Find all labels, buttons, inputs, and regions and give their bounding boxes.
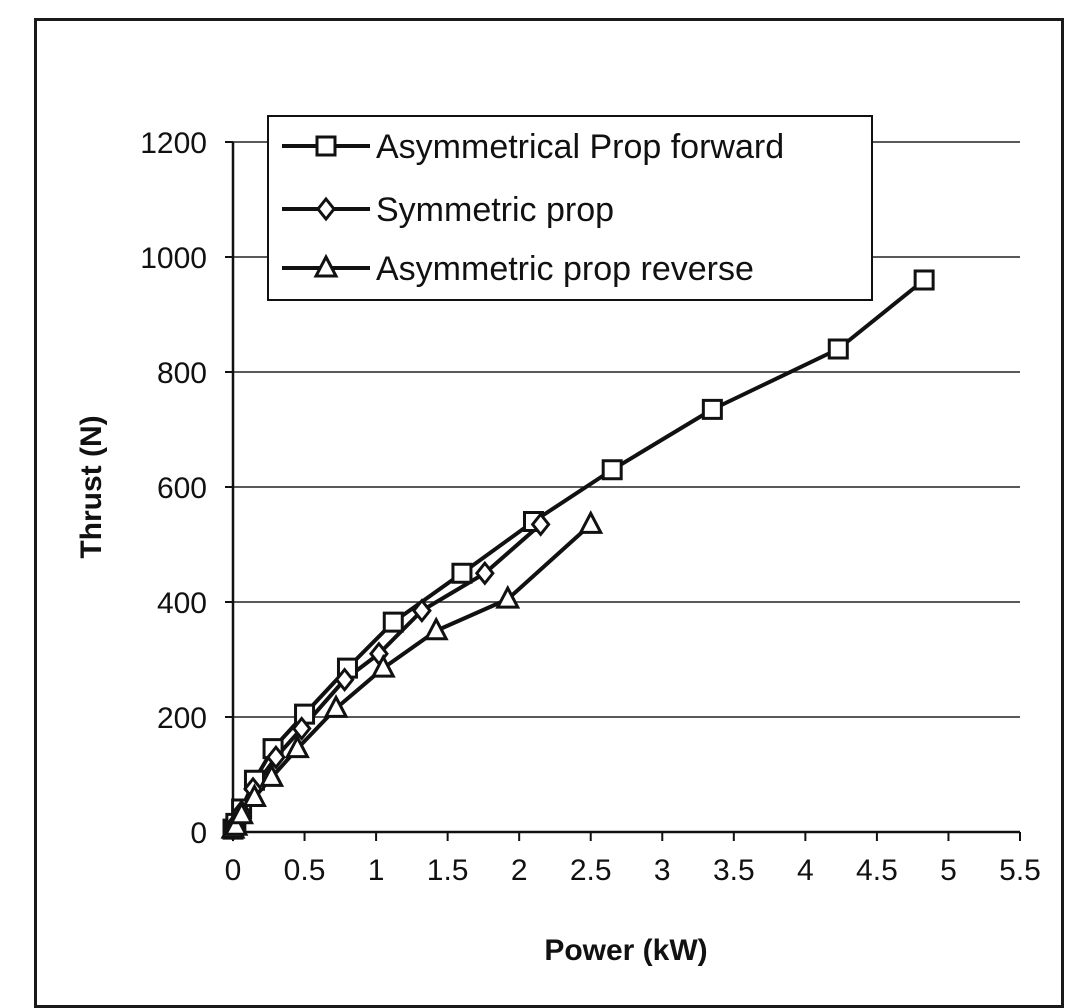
series-line-0 (231, 278, 926, 831)
y-tick-label: 1000 (140, 242, 207, 275)
legend-marker-diamond (316, 196, 336, 222)
x-tick-label: 4.5 (856, 854, 898, 887)
data-point-square (827, 338, 849, 360)
data-point-triangle (423, 616, 449, 641)
x-tick-labels: 0 0.5 1 1.5 2 2.5 3 3.5 4 4.5 5 5.5 (225, 854, 1041, 887)
y-tick-label: 200 (157, 702, 207, 735)
x-tick-label: 2 (511, 854, 528, 887)
y-tick-label: 0 (190, 817, 207, 850)
series-line-2 (231, 522, 593, 831)
data-point-diamond (474, 560, 495, 586)
y-tick-label: 1200 (140, 127, 207, 160)
x-tick-label: 3.5 (713, 854, 755, 887)
series-lines (231, 278, 926, 831)
x-tick-label: 2.5 (570, 854, 612, 887)
data-point-diamond (291, 716, 312, 741)
data-point-triangle (241, 783, 267, 807)
x-tick-label: 4 (797, 854, 814, 887)
data-point-triangle (223, 812, 249, 836)
y-axis-title: Thrust (N) (75, 415, 108, 558)
data-point-square (451, 562, 473, 584)
data-point-diamond (334, 667, 355, 693)
legend-label: Asymmetrical Prop forward (376, 128, 784, 166)
y-tick-label: 400 (157, 587, 207, 620)
x-tick-label: 0.5 (284, 854, 326, 887)
data-point-triangle (495, 584, 521, 609)
x-tick-label: 5 (940, 854, 957, 887)
legend-marker-triangle (313, 253, 339, 278)
x-tick-label: 0 (225, 854, 242, 887)
x-tick-label: 1 (368, 854, 385, 887)
legend-marker-square (315, 135, 337, 157)
data-point-triangle (578, 510, 604, 534)
data-point-diamond (530, 511, 551, 537)
x-tick-label: 3 (654, 854, 671, 887)
data-point-square (701, 398, 723, 420)
x-axis-title: Power (kW) (544, 934, 707, 967)
x-tick-label: 5.5 (999, 854, 1041, 887)
data-point-square (601, 459, 623, 481)
data-point-triangle (323, 694, 349, 718)
legend: Asymmetrical Prop forward Symmetric prop A… (267, 115, 873, 301)
data-point-square (382, 611, 404, 633)
x-tick-label: 1.5 (427, 854, 469, 887)
data-point-triangle (370, 653, 396, 678)
data-point-square (913, 269, 935, 291)
data-point-diamond (266, 744, 286, 770)
y-tick-labels: 0 200 400 600 800 1000 1200 (140, 127, 207, 850)
data-point-triangle (284, 734, 310, 759)
legend-label: Asymmetric prop reverse (376, 250, 754, 288)
y-tick-label: 600 (157, 472, 207, 505)
series-markers (220, 269, 935, 842)
data-point-triangle (229, 800, 255, 825)
data-point-triangle (259, 763, 285, 787)
legend-label: Symmetric prop (376, 191, 614, 229)
y-tick-label: 800 (157, 357, 207, 390)
data-point-diamond (411, 598, 432, 624)
